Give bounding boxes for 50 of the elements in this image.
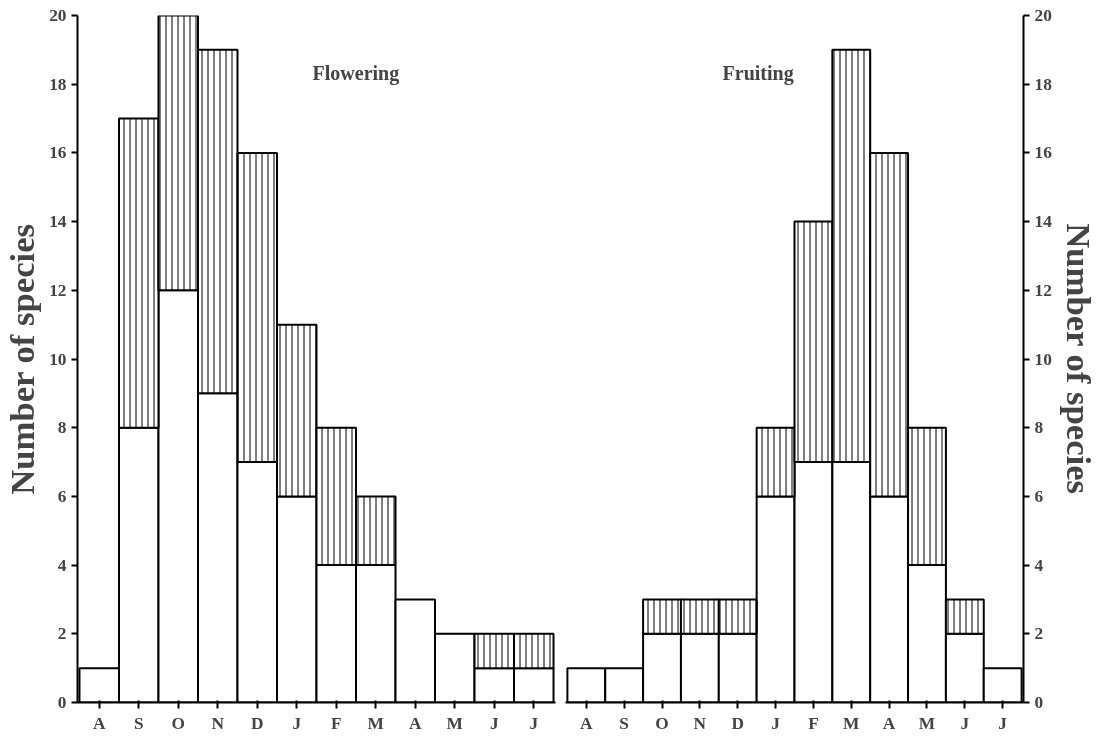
x-tick-label: A [92,713,106,733]
x-tick-label: F [330,713,342,733]
y-tick-label: 0 [57,693,67,712]
x-tick-label: F [808,713,819,733]
y2-tick-label: 20 [1034,6,1052,25]
y-axis-title: Number of species [3,223,42,495]
y2-tick-label: 10 [1034,349,1052,369]
x-tick-label: A [882,713,896,733]
x-tick-label: S [133,713,144,733]
y2-tick-label: 4 [1034,555,1044,575]
y2-tick-label: 2 [1034,624,1044,644]
x-tick-label: M [446,713,463,733]
y-tick-label: 20 [49,6,67,25]
y-tick-label: 4 [57,555,67,575]
y2-tick-label: 12 [1034,280,1052,300]
x-tick-label: D [731,713,744,733]
y2-tick-label: 18 [1034,74,1053,94]
x-tick-label: A [409,713,422,733]
x-tick-label: J [998,713,1008,733]
x-tick-label: M [843,713,860,733]
x-tick-label: O [171,713,185,733]
y-tick-label: 12 [49,280,67,300]
y-tick-label: 10 [49,349,67,369]
y-tick-label: 8 [57,418,67,438]
y2-tick-label: 0 [1034,693,1044,712]
y-tick-label: 16 [49,143,67,163]
y-tick-label: 6 [57,486,67,506]
x-tick-label: M [918,713,936,733]
y2-tick-label: 16 [1034,143,1053,163]
x-tick-label: O [655,713,669,733]
x-tick-label: S [619,713,629,733]
x-tick-label: M [367,713,384,733]
y-tick-label: 14 [49,212,67,232]
x-tick-label: J [489,713,499,733]
y2-tick-label: 6 [1034,486,1044,506]
y2-tick-label: 8 [1034,418,1044,438]
y-tick-label: 2 [57,624,67,644]
text: Flowering [312,62,400,86]
x-tick-label: N [693,713,707,733]
x-tick-label: J [960,713,970,733]
x-tick-label: A [580,713,594,733]
x-tick-label: N [211,713,225,733]
y2-tick-label: 14 [1034,212,1053,232]
y2-axis-title: Number of species [1059,223,1098,495]
x-tick-label: J [292,713,302,733]
text: Fruiting [722,62,794,86]
x-tick-label: J [771,713,781,733]
x-tick-label: D [250,713,264,733]
x-tick-label: J [529,713,539,733]
y-tick-label: 18 [49,74,67,94]
